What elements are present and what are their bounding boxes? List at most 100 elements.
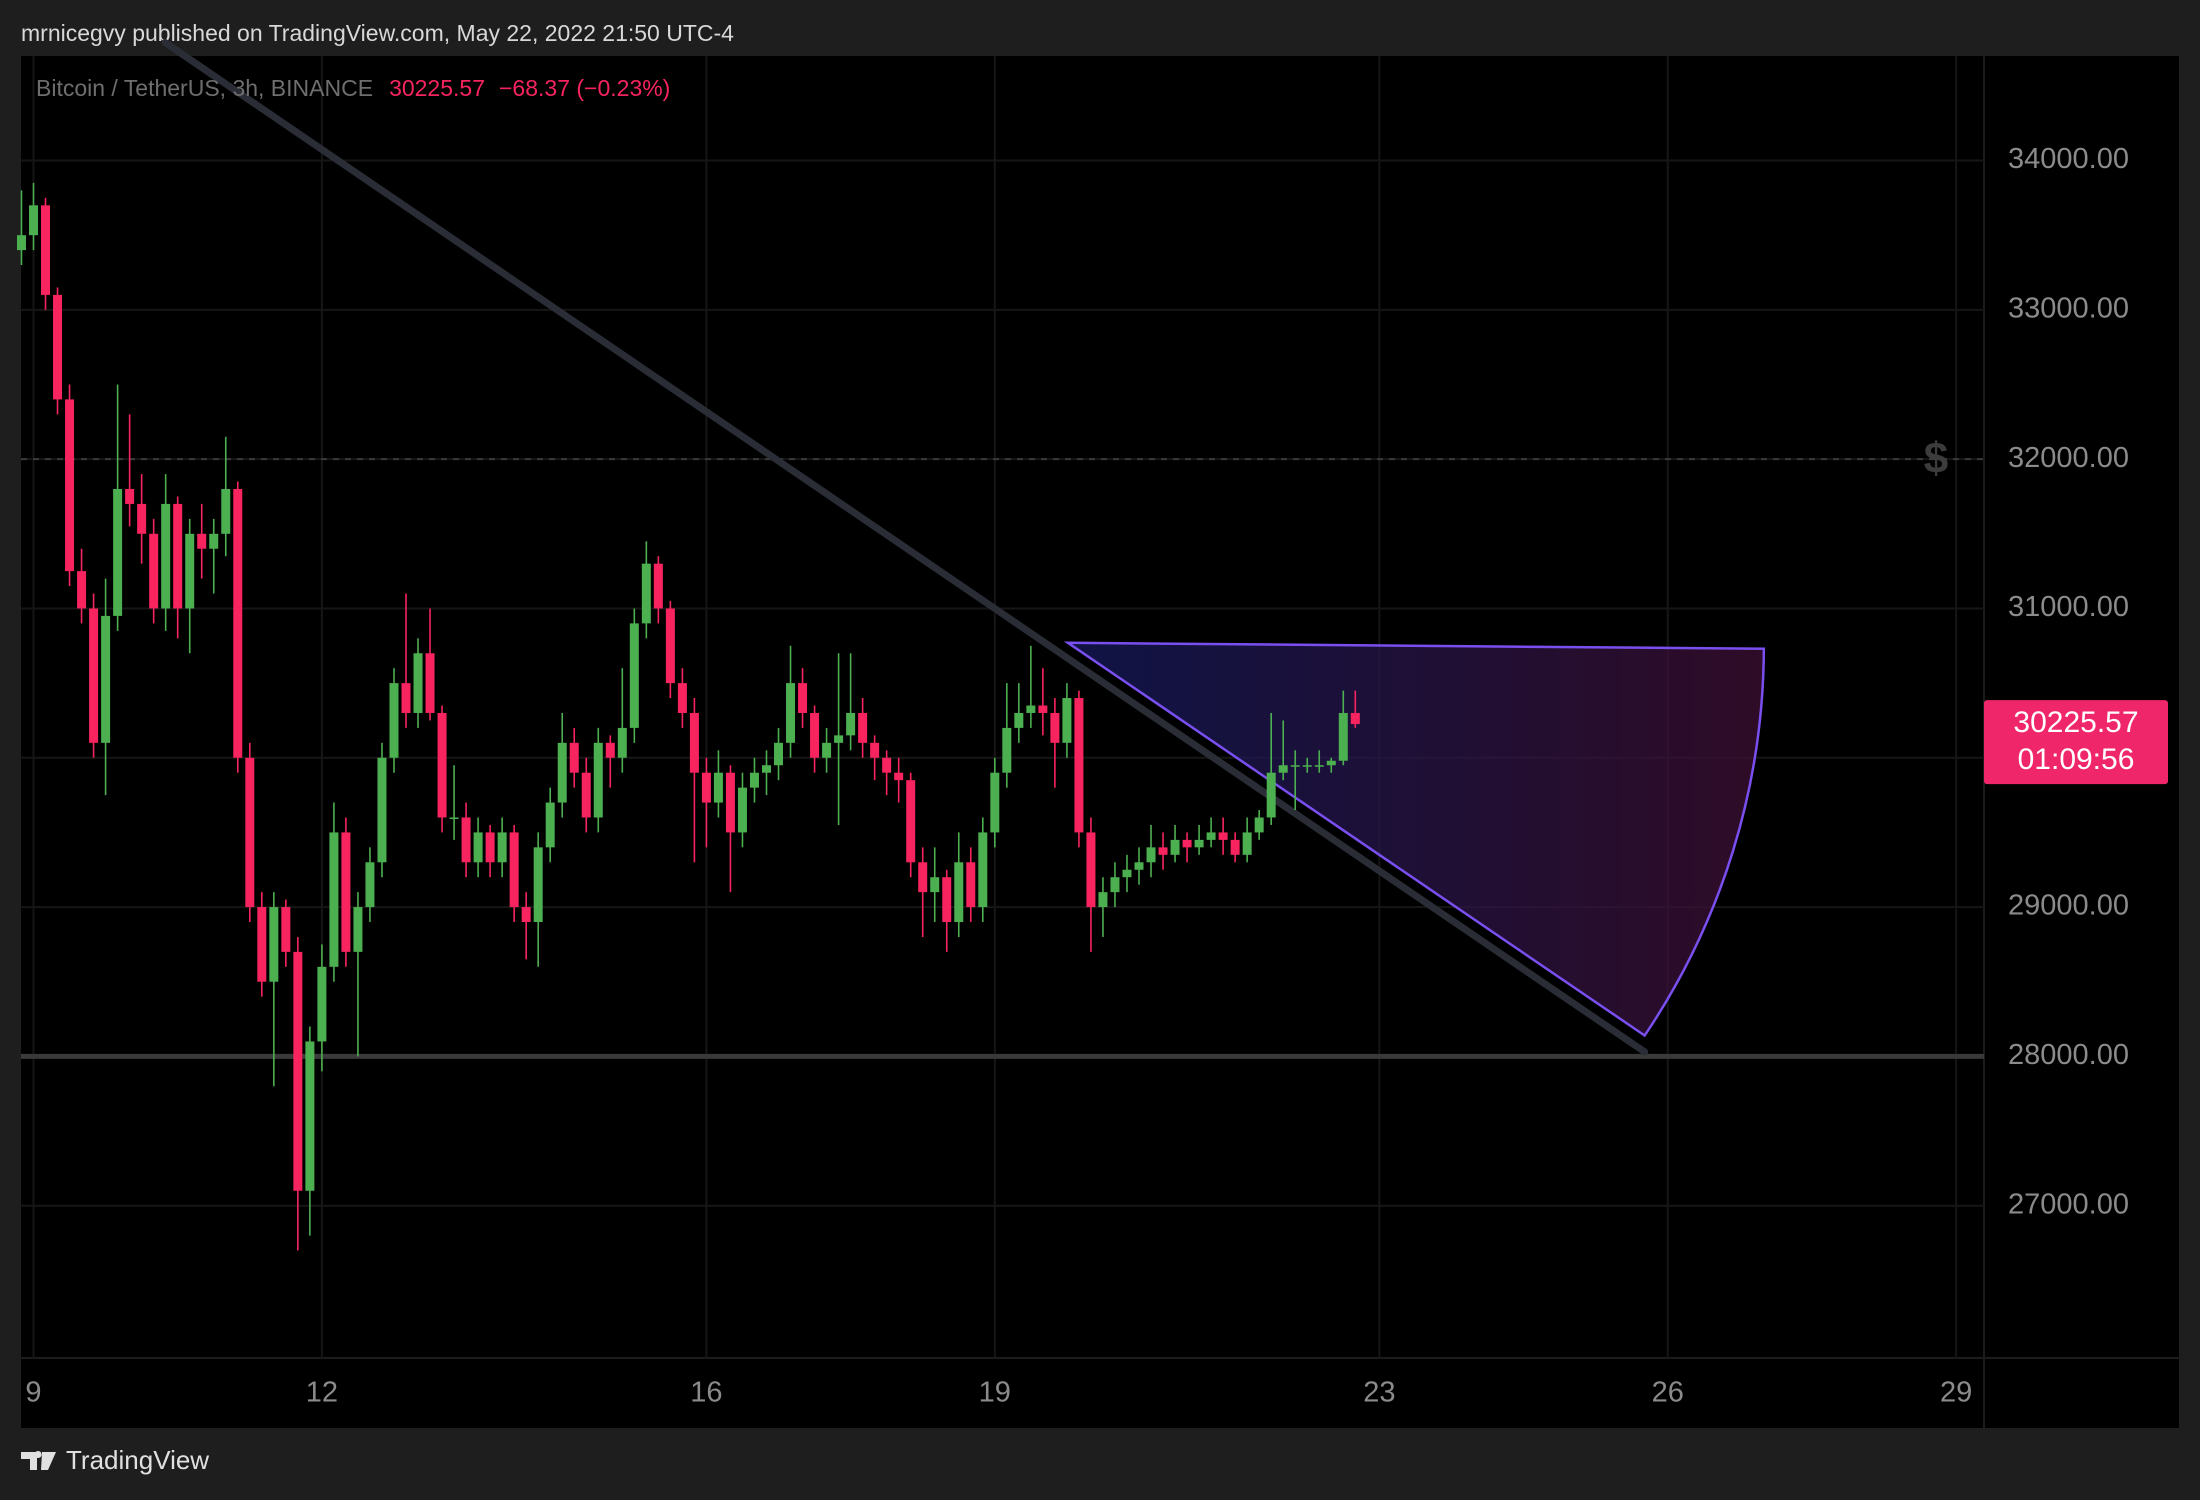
candle-body (1074, 698, 1084, 833)
candle-body (41, 205, 51, 295)
candle-body (725, 772, 735, 833)
candle-body (125, 489, 135, 504)
y-tick-label: 33000.00 (2008, 292, 2129, 324)
x-tick-label: 12 (306, 1377, 338, 1409)
candle-body (1134, 862, 1144, 870)
level-icon: $ (1924, 434, 1948, 483)
candle-body (906, 780, 916, 863)
candle-body (1038, 705, 1048, 713)
legend: Bitcoin / TetherUS, 3h, BINANCE 30225.57… (36, 75, 670, 101)
candle-body (581, 772, 591, 818)
candle-body (353, 907, 363, 952)
candle-body (1350, 712, 1360, 725)
candle-body (209, 533, 219, 549)
candle-body (822, 742, 832, 758)
candle-body (653, 563, 663, 609)
candle-body (1110, 877, 1120, 893)
candle-body (713, 772, 723, 803)
candle-body (485, 832, 495, 863)
candle-body (689, 712, 699, 773)
candle-body (1182, 839, 1192, 848)
candle-body (221, 489, 231, 534)
candle-body (930, 877, 940, 893)
candle-body (461, 817, 471, 863)
candle-body (16, 235, 26, 251)
candle-body (533, 847, 543, 923)
candle-body (1278, 765, 1288, 773)
candle-body (810, 712, 820, 758)
candle-body (233, 489, 243, 758)
x-tick-label: 29 (1940, 1377, 1972, 1409)
candle-body (918, 862, 928, 893)
candle-body (389, 683, 399, 758)
candle-body (1062, 698, 1072, 743)
candle-body (1218, 832, 1228, 840)
candle-body (834, 735, 844, 743)
candle-body (870, 742, 880, 758)
candle-body (185, 533, 195, 609)
candle-body (749, 772, 759, 788)
candle-body (401, 683, 411, 713)
candle-body (473, 832, 483, 863)
y-tick-label: 29000.00 (2008, 890, 2129, 922)
candle-body (557, 742, 567, 803)
candle-body (509, 832, 519, 908)
candle-body (593, 742, 603, 818)
candle-body (89, 608, 99, 743)
candle-body (858, 712, 868, 743)
candle-body (942, 877, 952, 923)
footer-logo (21, 1451, 56, 1470)
candle-body (1194, 839, 1204, 848)
candle-body (1338, 712, 1348, 761)
candle-body (305, 1041, 315, 1191)
candle-body (569, 742, 579, 773)
candle-body (641, 563, 651, 624)
candle-body (1254, 817, 1264, 833)
candle-body (329, 832, 339, 967)
x-tick-label: 23 (1363, 1377, 1395, 1409)
candle-body (137, 503, 147, 534)
candle-body (629, 623, 639, 728)
last-price: 30225.57 (389, 75, 485, 101)
candle-body (894, 772, 904, 781)
price-tag-countdown: 01:09:56 (2018, 743, 2135, 776)
candle-body (1002, 727, 1012, 773)
candle-body (1170, 839, 1180, 855)
candle-body (1326, 760, 1336, 766)
candle-body (1014, 712, 1024, 728)
candle-body (990, 772, 1000, 833)
x-tick-label: 26 (1652, 1377, 1684, 1409)
candle-body (425, 653, 435, 713)
candle-body (774, 742, 784, 766)
x-tick-label: 16 (690, 1377, 722, 1409)
candle-body (365, 862, 375, 908)
candle-body (197, 533, 207, 549)
publisher-header: mrnicegvy published on TradingView.com, … (21, 20, 734, 46)
candle-body (413, 653, 423, 713)
y-tick-label: 31000.00 (2008, 591, 2129, 623)
candle-body (1086, 832, 1096, 908)
candle-body (761, 765, 771, 773)
candle-body (966, 862, 976, 908)
trend-line (161, 39, 1649, 1056)
candle-body (173, 503, 183, 609)
x-tick-label: 9 (25, 1377, 41, 1409)
candle-body (521, 907, 531, 923)
y-tick-label: 28000.00 (2008, 1039, 2129, 1071)
y-tick-label: 32000.00 (2008, 442, 2129, 474)
candle-body (545, 802, 555, 848)
footer-brand: TradingView (66, 1445, 209, 1475)
candle-body (245, 757, 255, 908)
candle-body (65, 399, 75, 572)
candle-body (1206, 832, 1216, 840)
candle-body (449, 817, 459, 819)
candle-body (954, 862, 964, 923)
candle-body (1158, 847, 1168, 855)
candle-body (1230, 839, 1240, 855)
candle-body (786, 683, 796, 743)
candle-body (737, 787, 747, 833)
candle-body (28, 205, 38, 236)
candle-body (1098, 892, 1108, 908)
logo-icon (21, 1451, 56, 1470)
